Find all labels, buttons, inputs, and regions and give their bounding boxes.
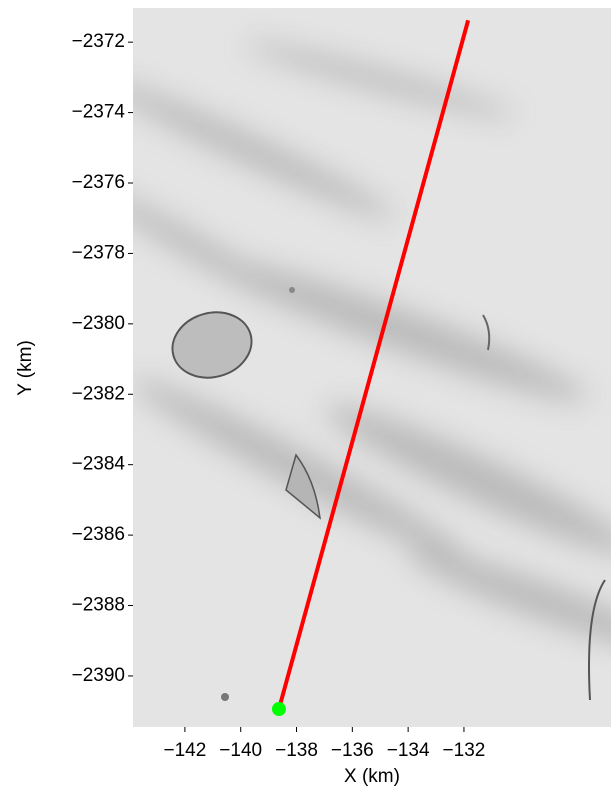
x-axis-label: X (km) [344,766,400,787]
y-tick-label: −2380 [72,313,125,334]
marker [271,702,286,717]
x-tick-label: −142 [164,740,207,761]
x-tick-label: −132 [443,740,486,761]
y-tick-label: −2388 [72,595,125,616]
x-tick-label: −134 [387,740,430,761]
y-tick-label: −2382 [72,383,125,404]
x-tick-label: −136 [331,740,374,761]
y-tick-label: −2386 [72,524,125,545]
y-tick-label: −2384 [72,454,126,475]
y-tick-label: −2372 [72,31,125,52]
line [277,19,471,707]
y-axis-label: Y (km) [15,340,36,396]
x-tick-label: −140 [219,740,262,761]
y-tick-label: −2390 [72,665,125,686]
x-tick-label: −138 [275,740,318,761]
y-tick-label: −2374 [72,102,126,123]
y-tick-label: −2378 [72,242,125,263]
y-tick-label: −2376 [72,172,125,193]
background-image [133,8,611,727]
